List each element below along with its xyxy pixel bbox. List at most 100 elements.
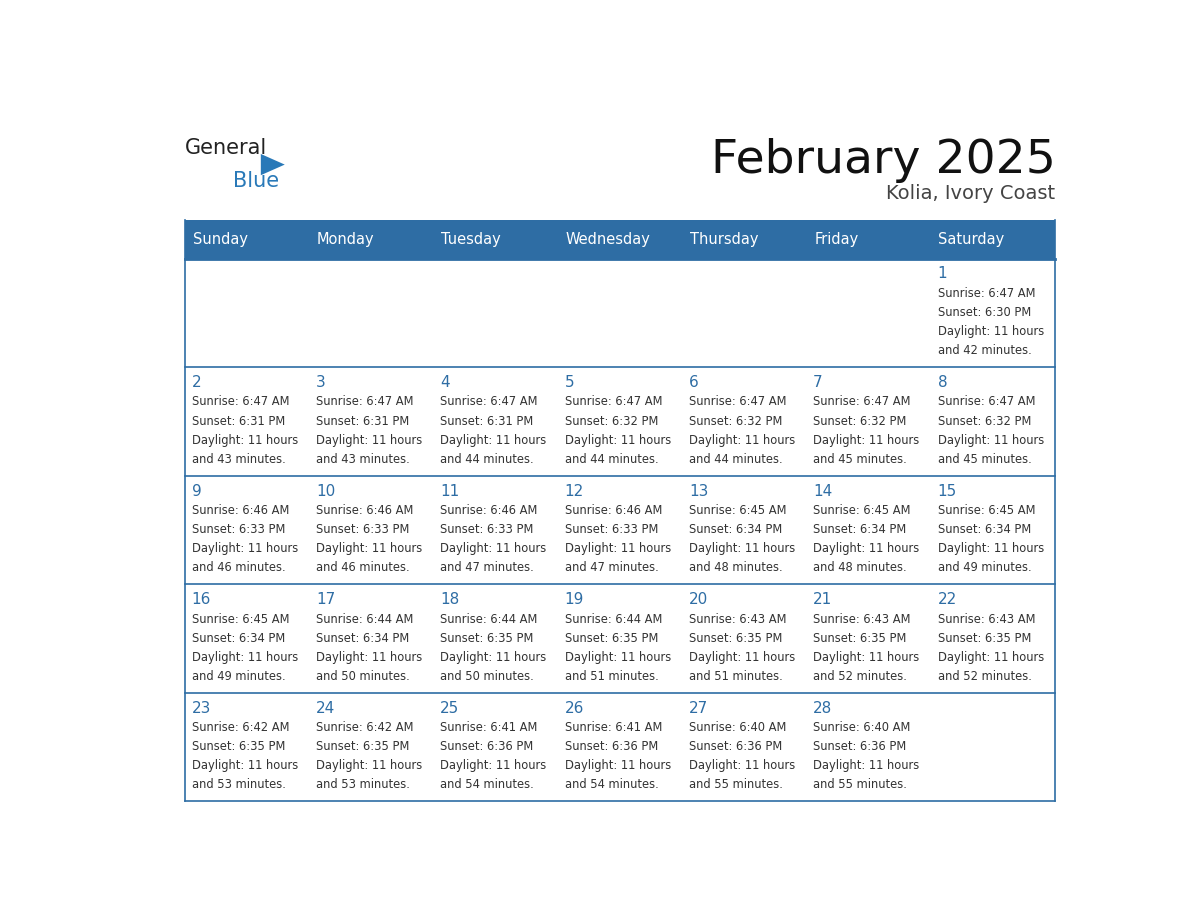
- Text: Daylight: 11 hours: Daylight: 11 hours: [814, 433, 920, 447]
- Text: and 54 minutes.: and 54 minutes.: [441, 778, 535, 791]
- Text: Daylight: 11 hours: Daylight: 11 hours: [564, 759, 671, 772]
- Bar: [807, 476, 931, 585]
- Bar: [558, 259, 682, 367]
- Text: Friday: Friday: [814, 231, 859, 247]
- Text: Sunset: 6:35 PM: Sunset: 6:35 PM: [441, 632, 533, 644]
- Text: 23: 23: [191, 700, 211, 716]
- Text: Tuesday: Tuesday: [441, 231, 501, 247]
- Text: 19: 19: [564, 592, 584, 607]
- Text: and 55 minutes.: and 55 minutes.: [689, 778, 783, 791]
- Bar: [185, 259, 310, 367]
- Text: Sunrise: 6:45 AM: Sunrise: 6:45 AM: [191, 612, 289, 625]
- Bar: [310, 476, 434, 585]
- Bar: [682, 693, 807, 801]
- Text: and 51 minutes.: and 51 minutes.: [689, 670, 783, 683]
- Text: Daylight: 11 hours: Daylight: 11 hours: [316, 433, 422, 447]
- Bar: [807, 219, 931, 259]
- Text: Sunset: 6:35 PM: Sunset: 6:35 PM: [814, 632, 906, 644]
- Text: Sunrise: 6:40 AM: Sunrise: 6:40 AM: [814, 722, 911, 734]
- Text: and 45 minutes.: and 45 minutes.: [814, 453, 906, 465]
- Text: and 47 minutes.: and 47 minutes.: [564, 561, 658, 575]
- Bar: [682, 259, 807, 367]
- Text: Sunset: 6:36 PM: Sunset: 6:36 PM: [564, 740, 658, 754]
- Text: Thursday: Thursday: [690, 231, 758, 247]
- Text: Sunset: 6:35 PM: Sunset: 6:35 PM: [316, 740, 410, 754]
- Text: 3: 3: [316, 375, 326, 390]
- Text: Sunrise: 6:47 AM: Sunrise: 6:47 AM: [441, 396, 538, 409]
- Text: 26: 26: [564, 700, 584, 716]
- Bar: [434, 259, 558, 367]
- Text: Sunrise: 6:41 AM: Sunrise: 6:41 AM: [441, 722, 538, 734]
- Text: and 43 minutes.: and 43 minutes.: [191, 453, 285, 465]
- Text: Sunrise: 6:46 AM: Sunrise: 6:46 AM: [564, 504, 662, 517]
- Text: Sunrise: 6:47 AM: Sunrise: 6:47 AM: [564, 396, 662, 409]
- Text: and 43 minutes.: and 43 minutes.: [316, 453, 410, 465]
- Text: Sunset: 6:35 PM: Sunset: 6:35 PM: [564, 632, 658, 644]
- Text: Sunrise: 6:40 AM: Sunrise: 6:40 AM: [689, 722, 786, 734]
- Bar: [682, 476, 807, 585]
- Text: Sunset: 6:34 PM: Sunset: 6:34 PM: [937, 523, 1031, 536]
- Text: and 53 minutes.: and 53 minutes.: [316, 778, 410, 791]
- Text: Daylight: 11 hours: Daylight: 11 hours: [937, 651, 1044, 664]
- Text: Sunrise: 6:43 AM: Sunrise: 6:43 AM: [937, 612, 1035, 625]
- Text: and 44 minutes.: and 44 minutes.: [689, 453, 783, 465]
- Text: 6: 6: [689, 375, 699, 390]
- Bar: [931, 585, 1055, 693]
- Text: 5: 5: [564, 375, 574, 390]
- Text: and 46 minutes.: and 46 minutes.: [316, 561, 410, 575]
- Bar: [682, 585, 807, 693]
- Text: Daylight: 11 hours: Daylight: 11 hours: [191, 433, 298, 447]
- Bar: [807, 259, 931, 367]
- Text: Sunrise: 6:42 AM: Sunrise: 6:42 AM: [316, 722, 413, 734]
- Text: 12: 12: [564, 484, 584, 498]
- Text: Sunrise: 6:47 AM: Sunrise: 6:47 AM: [689, 396, 786, 409]
- Bar: [931, 259, 1055, 367]
- Text: Daylight: 11 hours: Daylight: 11 hours: [564, 543, 671, 555]
- Text: and 53 minutes.: and 53 minutes.: [191, 778, 285, 791]
- Bar: [931, 219, 1055, 259]
- Bar: [558, 693, 682, 801]
- Text: Daylight: 11 hours: Daylight: 11 hours: [564, 433, 671, 447]
- Text: 1: 1: [937, 266, 947, 282]
- Text: Sunrise: 6:47 AM: Sunrise: 6:47 AM: [937, 286, 1035, 300]
- Text: Sunset: 6:35 PM: Sunset: 6:35 PM: [937, 632, 1031, 644]
- Text: Saturday: Saturday: [939, 231, 1005, 247]
- Text: Sunset: 6:34 PM: Sunset: 6:34 PM: [316, 632, 410, 644]
- Text: and 50 minutes.: and 50 minutes.: [441, 670, 535, 683]
- Text: Sunrise: 6:47 AM: Sunrise: 6:47 AM: [316, 396, 413, 409]
- Bar: [558, 367, 682, 476]
- Bar: [434, 367, 558, 476]
- Text: Blue: Blue: [233, 171, 279, 191]
- Text: Sunrise: 6:42 AM: Sunrise: 6:42 AM: [191, 722, 289, 734]
- Text: Sunrise: 6:43 AM: Sunrise: 6:43 AM: [814, 612, 911, 625]
- Text: Sunset: 6:34 PM: Sunset: 6:34 PM: [689, 523, 782, 536]
- Text: Wednesday: Wednesday: [565, 231, 651, 247]
- Text: and 42 minutes.: and 42 minutes.: [937, 344, 1031, 357]
- Text: and 52 minutes.: and 52 minutes.: [814, 670, 908, 683]
- Bar: [931, 367, 1055, 476]
- Text: Sunset: 6:34 PM: Sunset: 6:34 PM: [814, 523, 906, 536]
- Text: Daylight: 11 hours: Daylight: 11 hours: [814, 759, 920, 772]
- Text: Sunset: 6:36 PM: Sunset: 6:36 PM: [689, 740, 782, 754]
- Bar: [434, 585, 558, 693]
- Text: 21: 21: [814, 592, 833, 607]
- Bar: [807, 693, 931, 801]
- Text: Sunset: 6:31 PM: Sunset: 6:31 PM: [191, 415, 285, 428]
- Bar: [682, 367, 807, 476]
- Text: General: General: [185, 139, 267, 159]
- Text: Sunset: 6:30 PM: Sunset: 6:30 PM: [937, 306, 1031, 319]
- Text: 13: 13: [689, 484, 708, 498]
- Text: Sunset: 6:33 PM: Sunset: 6:33 PM: [191, 523, 285, 536]
- Bar: [434, 476, 558, 585]
- Text: Sunrise: 6:46 AM: Sunrise: 6:46 AM: [191, 504, 289, 517]
- Bar: [185, 367, 310, 476]
- Text: Sunset: 6:32 PM: Sunset: 6:32 PM: [564, 415, 658, 428]
- Text: Daylight: 11 hours: Daylight: 11 hours: [441, 759, 546, 772]
- Text: 20: 20: [689, 592, 708, 607]
- Text: Daylight: 11 hours: Daylight: 11 hours: [689, 651, 795, 664]
- Bar: [807, 367, 931, 476]
- Text: 2: 2: [191, 375, 202, 390]
- Text: Monday: Monday: [317, 231, 374, 247]
- Text: 4: 4: [441, 375, 450, 390]
- Text: Sunrise: 6:46 AM: Sunrise: 6:46 AM: [441, 504, 538, 517]
